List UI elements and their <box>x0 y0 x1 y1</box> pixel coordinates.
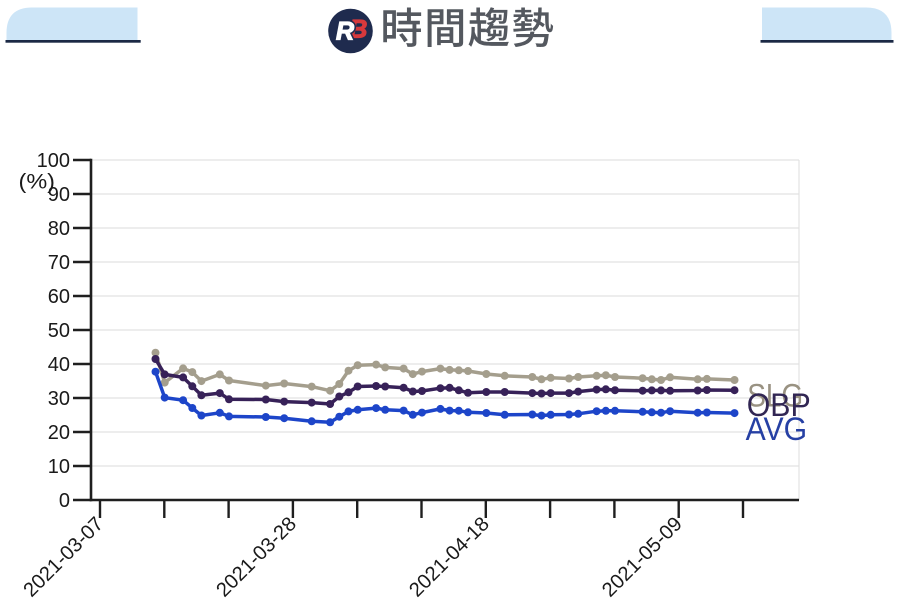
svg-text:100: 100 <box>37 150 70 172</box>
svg-text:AVG: AVG <box>746 411 808 447</box>
svg-text:0: 0 <box>59 490 70 512</box>
svg-text:B: B <box>349 15 367 43</box>
svg-text:10: 10 <box>48 456 70 478</box>
svg-text:2021-04-18: 2021-04-18 <box>405 513 494 602</box>
svg-text:60: 60 <box>48 286 70 308</box>
svg-text:2021-03-07: 2021-03-07 <box>19 513 108 602</box>
svg-text:SLG: SLG <box>747 378 803 414</box>
svg-text:90: 90 <box>48 184 70 206</box>
svg-text:2021-03-28: 2021-03-28 <box>212 513 301 602</box>
svg-text:(%): (%) <box>19 171 56 194</box>
svg-text:R: R <box>336 17 354 45</box>
svg-text:20: 20 <box>48 422 70 444</box>
svg-text:80: 80 <box>48 218 70 240</box>
svg-text:50: 50 <box>48 320 70 342</box>
svg-text:30: 30 <box>48 388 70 410</box>
svg-text:R: R <box>336 17 354 45</box>
svg-text:2021-05-09: 2021-05-09 <box>598 513 687 602</box>
svg-text:40: 40 <box>48 354 70 376</box>
svg-text:70: 70 <box>48 252 70 274</box>
svg-text:OBP: OBP <box>747 387 811 423</box>
